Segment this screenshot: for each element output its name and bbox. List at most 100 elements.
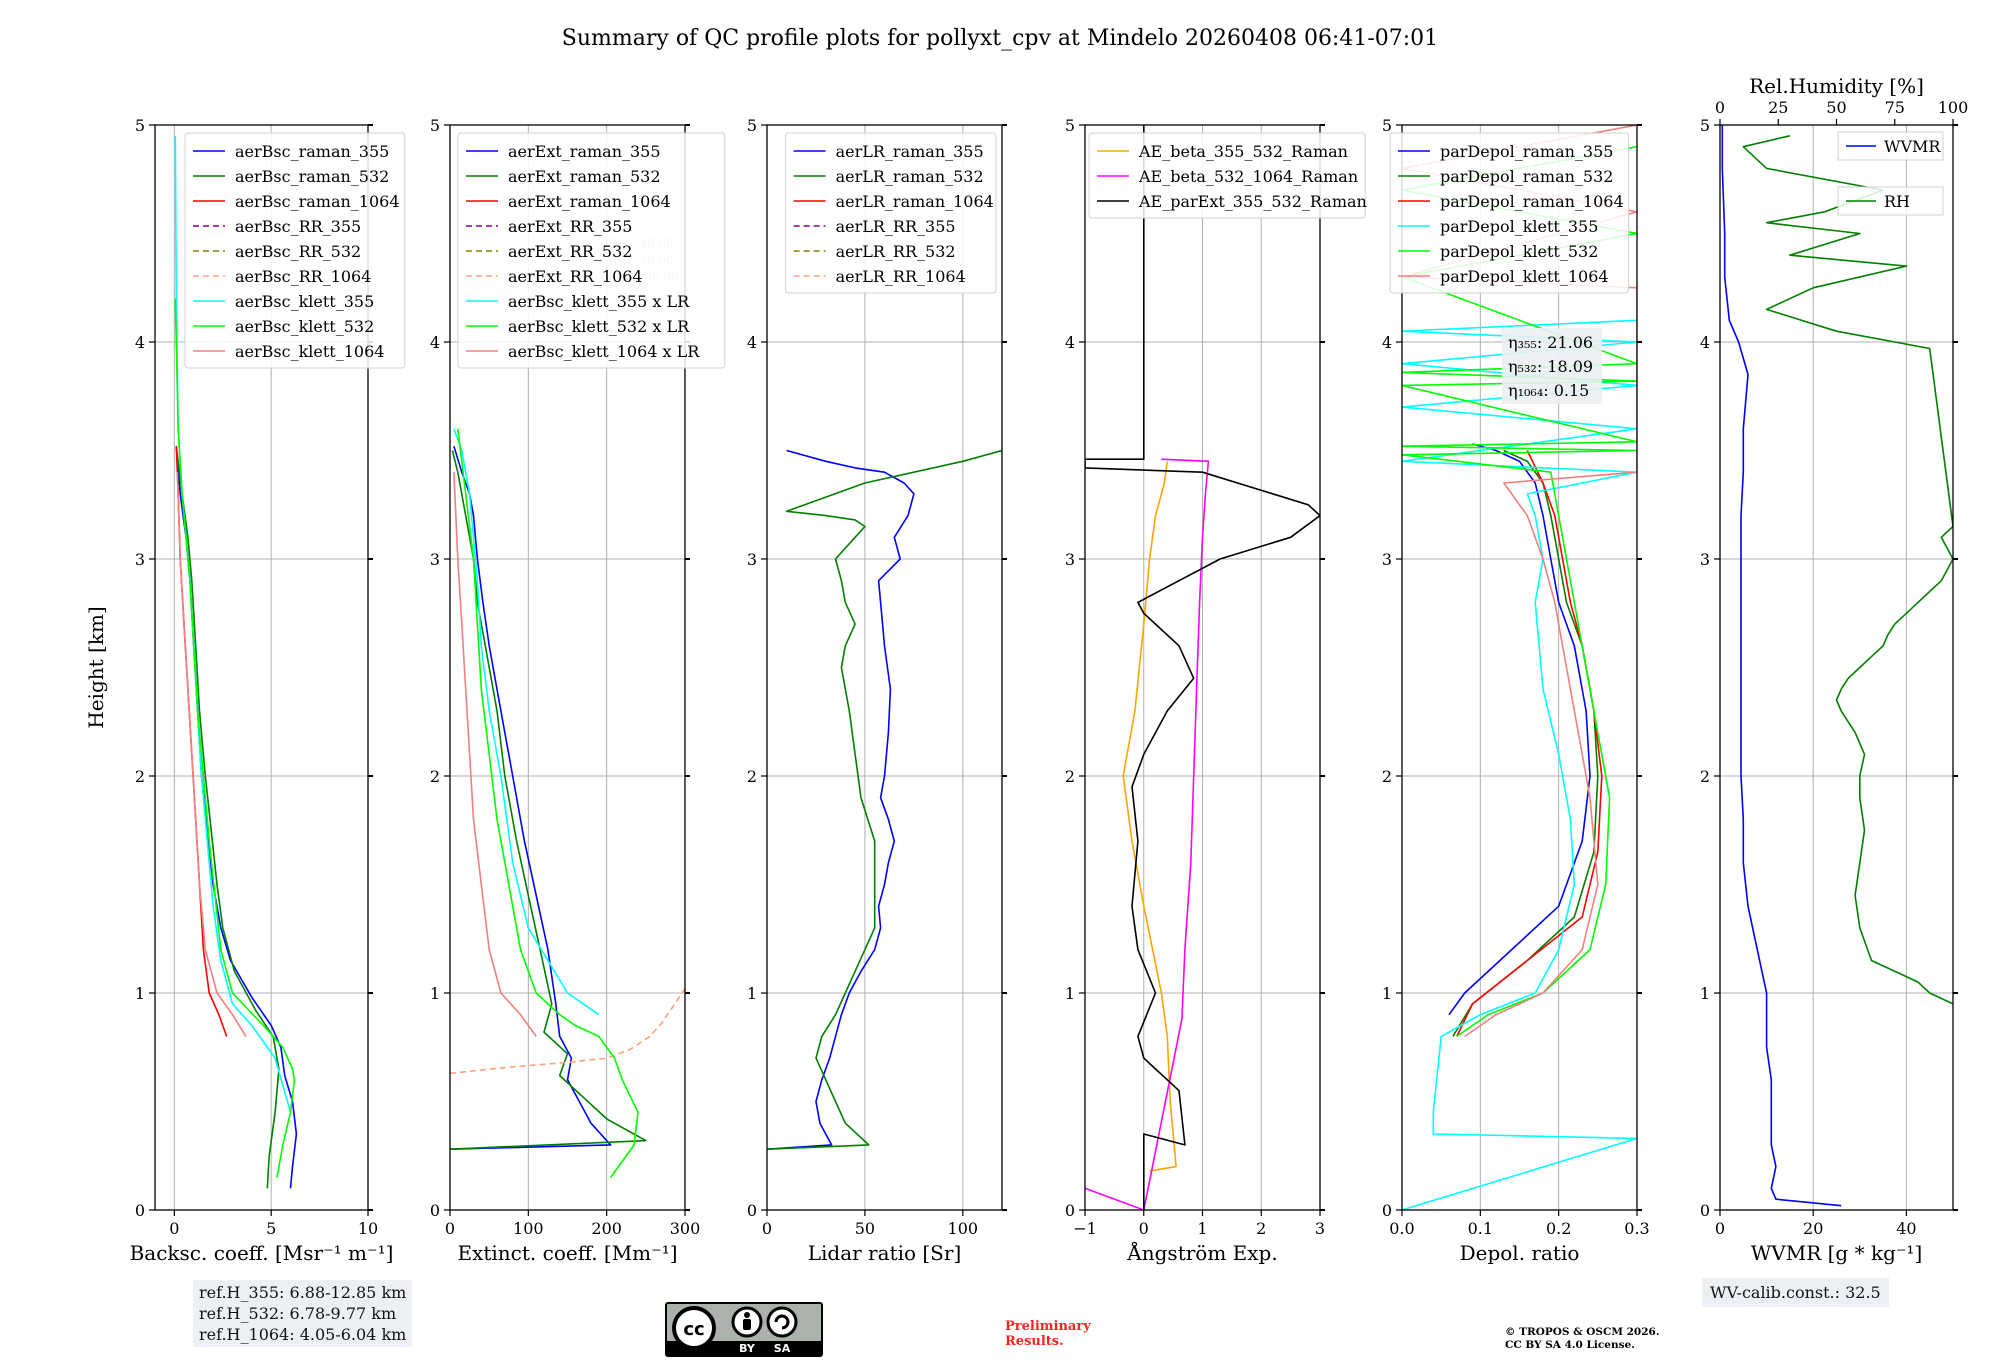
y-axis-ticks: 0 1 2 3 4 5 (1700, 116, 1958, 1220)
y-tick-label: 5 (430, 116, 440, 135)
series-aerExt_raman_532 (450, 450, 647, 1150)
legend-label: aerBsc_RR_355 (235, 217, 361, 236)
y-tick-label: 5 (747, 116, 757, 135)
legend-label: aerBsc_klett_355 (235, 292, 374, 311)
legend-label: aerLR_raman_532 (836, 167, 984, 186)
y-tick-label: 5 (135, 116, 145, 135)
series-aerExt_RR_1064 (450, 988, 685, 1075)
legend-label: aerExt_RR_1064 (508, 267, 643, 286)
copyright-note: © TROPOS & OSCM 2026. CC BY SA 4.0 Licen… (1505, 1326, 1660, 1352)
top-axis: 0 25 50 75 100 Rel.Humidity [%] (1715, 74, 1968, 125)
axes-frame (1719, 124, 1954, 1211)
series-parDepol_raman_355 (1448, 443, 1591, 1016)
y-tick-label: 5 (1700, 116, 1710, 135)
series-aerLR_raman_532 (767, 449, 1002, 1150)
y-tick-label: 1 (747, 984, 757, 1003)
y-tick-label: 3 (1382, 550, 1392, 569)
axes-frame (1401, 124, 1638, 1211)
legend-label: aerExt_RR_355 (508, 217, 632, 236)
legend: aerExt_raman_355 aerExt_raman_532 aerExt_r… (457, 132, 726, 369)
legend-label: aerLR_raman_1064 (836, 192, 994, 211)
eta-value: η₃₅₅: 21.06 (1508, 333, 1593, 352)
y-tick-label: 5 (1065, 116, 1075, 135)
top-axis-label: Rel.Humidity [%] (1749, 74, 1924, 98)
legend-label: parDepol_raman_355 (1440, 142, 1613, 161)
y-tick-label: 1 (1382, 984, 1392, 1003)
y-tick-label: 2 (747, 767, 757, 786)
x-tick-label: 0.1 (1468, 1219, 1493, 1238)
y-tick-label: 3 (1700, 550, 1710, 569)
panel-wv: 0 20 40 0 1 2 3 4 5 WVMR [g * kg⁻¹] 0 25 50 75 100 Rel.… (1700, 74, 1968, 1265)
legend-label: parDepol_klett_532 (1440, 242, 1598, 261)
x-tick-label: 0 (445, 1219, 455, 1238)
axes-frame (449, 124, 686, 1211)
x-tick-label: 0 (1715, 1219, 1725, 1238)
legend: RH (1837, 186, 1944, 216)
y-tick-label: 2 (135, 767, 145, 786)
figure-title: Summary of QC profile plots for pollyxt_… (562, 26, 1438, 51)
axes-frame (154, 124, 369, 1211)
legend-label: WVMR (1884, 137, 1941, 156)
y-tick-label: 0 (1382, 1201, 1392, 1220)
legend-label: aerBsc_RR_532 (235, 242, 361, 261)
x-tick-label: −1 (1073, 1219, 1097, 1238)
series-aerBsc_klett_1064 x LR (453, 472, 537, 1037)
top-tick-label: 75 (1885, 98, 1905, 117)
x-tick-label: 5 (266, 1219, 276, 1238)
legend-label: aerExt_raman_532 (508, 167, 661, 186)
top-tick-label: 25 (1768, 98, 1788, 117)
series-aerBsc_klett_532 (174, 298, 296, 1178)
legend-label: parDepol_klett_355 (1440, 217, 1598, 236)
series-aerBsc_klett_355 x LR (453, 428, 600, 1016)
cc-by-sa-license-logo: cc BY SA (665, 1302, 823, 1357)
x-tick-label: 0.3 (1624, 1219, 1649, 1238)
series-AE_beta_532_1064_Raman (1085, 458, 1210, 1210)
y-tick-label: 5 (1382, 116, 1392, 135)
x-tick-label: 10 (358, 1219, 378, 1238)
by-label: BY (739, 1342, 756, 1355)
reference-height-box: ref.H_355: 6.88-12.85 km ref.H_532: 6.78… (193, 1280, 413, 1347)
copyright-line-1: © TROPOS & OSCM 2026. (1505, 1326, 1660, 1338)
cc-label: cc (683, 1319, 704, 1340)
x-axis-ticks: 0 5 10 (169, 1210, 378, 1238)
legend-label: aerLR_raman_355 (836, 142, 984, 161)
wv-calibration-constant: WV-calib.const.: 32.5 (1710, 1283, 1881, 1302)
y-tick-label: 2 (430, 767, 440, 786)
x-tick-label: 1 (1197, 1219, 1207, 1238)
top-tick-label: 100 (1938, 98, 1969, 117)
eta-note: η₃₅₅: 21.06 η₅₃₂: 18.09 η₁₀₆₄: 0.15 (1502, 328, 1602, 404)
preliminary-line-1: Preliminary (1005, 1319, 1091, 1334)
gridlines (1719, 124, 1953, 1211)
cc-icon (672, 1306, 716, 1350)
legend: aerBsc_raman_355 aerBsc_raman_532 aerBsc_r… (184, 132, 406, 369)
series-parDepol_raman_532 (1452, 449, 1599, 1037)
legend-label: RH (1884, 192, 1910, 211)
legend-label: aerBsc_klett_532 (235, 317, 374, 336)
legend-label: parDepol_raman_532 (1440, 167, 1613, 186)
x-tick-label: 200 (591, 1219, 622, 1238)
eta-value: η₅₃₂: 18.09 (1508, 357, 1593, 376)
legend: AE_beta_355_532_Raman AE_beta_532_1064_Ra… (1088, 132, 1367, 219)
x-axis-ticks: 0 100 200 300 (445, 1210, 700, 1238)
eta-value: η₁₀₆₄: 0.15 (1508, 381, 1589, 400)
y-tick-label: 0 (135, 1201, 145, 1220)
x-tick-label: 50 (855, 1219, 875, 1238)
wv-calibration-box: WV-calib.const.: 32.5 (1702, 1278, 1889, 1307)
x-axis-label: Extinct. coeff. [Mm⁻¹] (457, 1241, 677, 1265)
x-axis-ticks: 0 20 40 (1715, 1210, 1917, 1238)
axes-frame (766, 124, 1003, 1211)
series-RH (1742, 135, 1953, 1005)
x-axis-label: Lidar ratio [Sr] (808, 1241, 962, 1265)
legend-label: aerBsc_raman_1064 (235, 192, 400, 211)
legend-label: aerLR_RR_532 (836, 242, 956, 261)
legend-label: AE_parExt_355_532_Raman (1138, 192, 1367, 211)
copyright-line-2: CC BY SA 4.0 License. (1505, 1339, 1635, 1351)
preliminary-line-2: Results. (1005, 1334, 1064, 1349)
series-lines (1085, 125, 1320, 1210)
panel-depol: 0.0 0.1 0.2 0.3 0 1 2 3 4 5 Depol. ratio parDepol_r… (1382, 116, 1650, 1265)
x-axis-label: WVMR [g * kg⁻¹] (1751, 1241, 1923, 1265)
y-axis-ticks: 0 1 2 3 4 5 (1382, 116, 1642, 1220)
